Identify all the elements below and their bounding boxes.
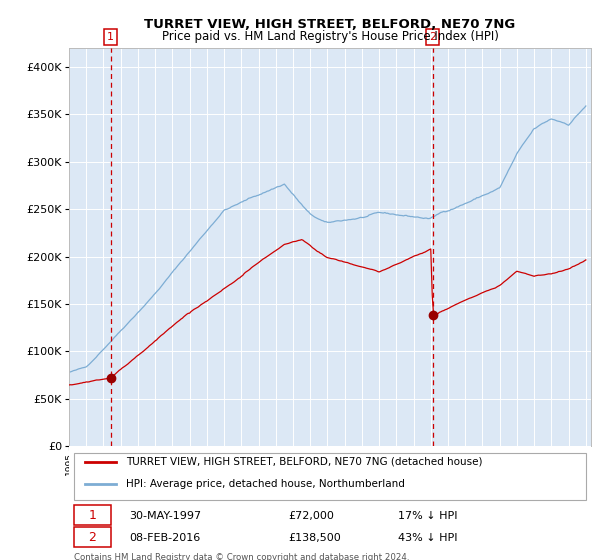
- Text: £72,000: £72,000: [288, 511, 334, 521]
- FancyBboxPatch shape: [74, 453, 586, 500]
- Text: 30-MAY-1997: 30-MAY-1997: [129, 511, 201, 521]
- Text: HPI: Average price, detached house, Northumberland: HPI: Average price, detached house, Nort…: [127, 479, 405, 489]
- Text: 17% ↓ HPI: 17% ↓ HPI: [398, 511, 457, 521]
- Text: Price paid vs. HM Land Registry's House Price Index (HPI): Price paid vs. HM Land Registry's House …: [161, 30, 499, 44]
- Text: 1: 1: [107, 32, 114, 42]
- Text: Contains HM Land Registry data © Crown copyright and database right 2024.: Contains HM Land Registry data © Crown c…: [74, 553, 410, 560]
- Text: TURRET VIEW, HIGH STREET, BELFORD, NE70 7NG: TURRET VIEW, HIGH STREET, BELFORD, NE70 …: [145, 17, 515, 31]
- Text: 08-FEB-2016: 08-FEB-2016: [129, 533, 200, 543]
- Text: £138,500: £138,500: [288, 533, 341, 543]
- FancyBboxPatch shape: [74, 505, 111, 525]
- Text: 43% ↓ HPI: 43% ↓ HPI: [398, 533, 457, 543]
- Text: TURRET VIEW, HIGH STREET, BELFORD, NE70 7NG (detached house): TURRET VIEW, HIGH STREET, BELFORD, NE70 …: [127, 457, 483, 467]
- Text: 2: 2: [429, 32, 436, 42]
- FancyBboxPatch shape: [74, 528, 111, 547]
- Text: 2: 2: [89, 531, 97, 544]
- Text: 1: 1: [89, 509, 97, 522]
